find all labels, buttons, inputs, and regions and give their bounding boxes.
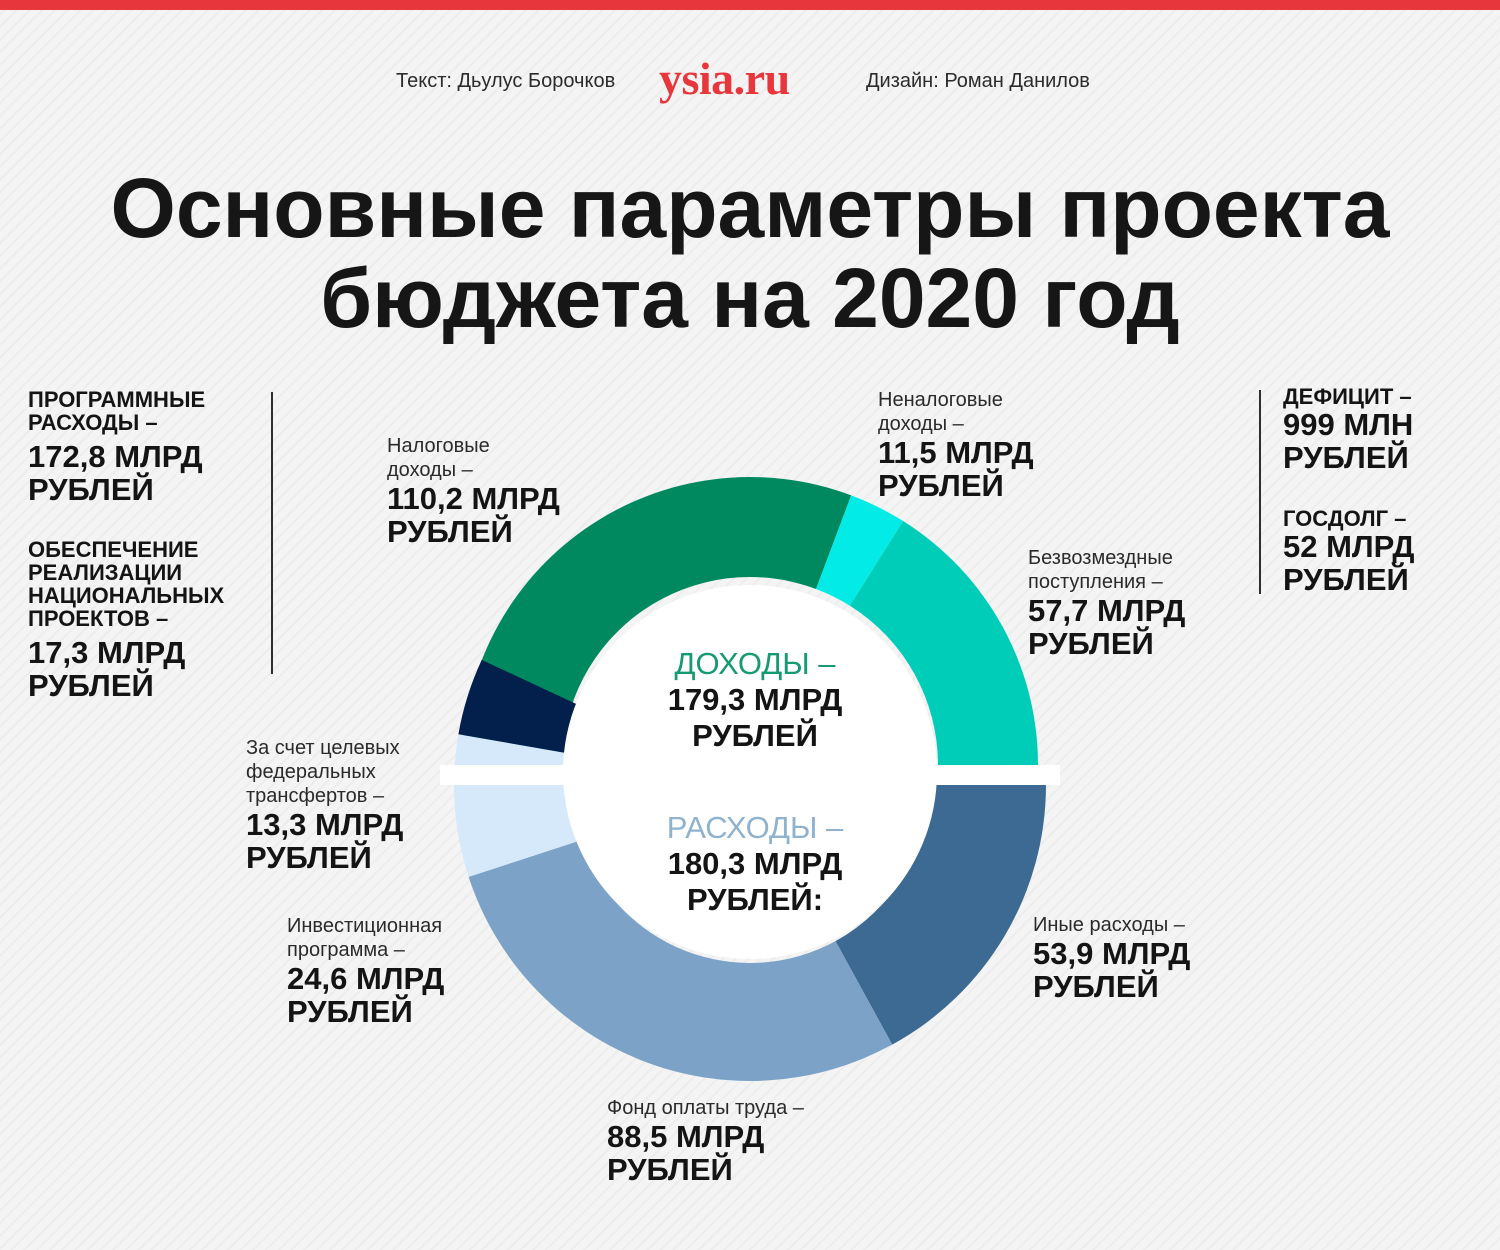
- program-expenses-label-2: расходы –: [28, 410, 158, 435]
- label-grants-value-1: 57,7 млрд: [1028, 593, 1186, 628]
- income-total-value-2: рублей: [692, 718, 818, 753]
- label-federal-transfers-value-2: рублей: [246, 840, 372, 875]
- debt-block: Госдолг – 52 млрд рублей: [1283, 507, 1414, 596]
- national-projects-block: Обеспечение реализации национальных прое…: [28, 538, 224, 702]
- program-expenses-block: Программные расходы – 172,8 млрд рублей: [28, 388, 205, 506]
- label-other-expenses: Иные расходы – 53,9 млрд рублей: [1033, 913, 1190, 1003]
- label-nontax-income-value-2: рублей: [878, 468, 1004, 503]
- chart-center-hole: [563, 585, 937, 959]
- label-grants: Безвозмездные поступления – 57,7 млрд ру…: [1028, 546, 1185, 660]
- text-author-credit: Текст: Дьулус Борочков: [396, 70, 616, 92]
- label-federal-transfers-text-3: трансфертов –: [246, 785, 385, 807]
- income-slice-3: [849, 521, 1038, 765]
- design-author-credit: Дизайн: Роман Данилов: [866, 70, 1090, 92]
- label-nontax-income-text-2: доходы –: [878, 413, 964, 435]
- expense-slice-1: [835, 785, 1046, 1045]
- program-expenses-label-1: Программные: [28, 387, 206, 412]
- label-tax-income: Налоговые доходы – 110,2 млрд рублей: [387, 434, 560, 548]
- national-projects-label-2: реализации: [28, 560, 183, 585]
- right-panel-divider: [1259, 390, 1261, 594]
- income-slice-2: [816, 495, 904, 606]
- label-grants-text-1: Безвозмездные: [1028, 547, 1173, 569]
- page-title-line1: Основные параметры проекта: [110, 161, 1390, 255]
- label-nontax-income: Неналоговые доходы – 11,5 млрд рублей: [878, 388, 1034, 502]
- deficit-value-1: 999 млн: [1283, 407, 1414, 442]
- label-tax-income-text-2: доходы –: [387, 459, 473, 481]
- label-federal-transfers: За счет целевых федеральных трансфертов …: [246, 736, 403, 874]
- label-other-expenses-text-1: Иные расходы –: [1033, 914, 1185, 936]
- label-investment-text-2: программа –: [287, 939, 405, 961]
- label-investment-value-2: рублей: [287, 994, 413, 1029]
- income-total-heading: Доходы –: [674, 646, 836, 681]
- program-expenses-value-1: 172,8 млрд: [28, 439, 203, 474]
- label-tax-income-text-1: Налоговые: [387, 435, 490, 457]
- label-other-expenses-value-1: 53,9 млрд: [1033, 936, 1191, 971]
- program-expenses-value-2: рублей: [28, 472, 154, 507]
- income-total-value-1: 179,3 млрд: [667, 682, 843, 717]
- national-projects-label-4: проектов –: [28, 606, 169, 631]
- deficit-value-2: рублей: [1283, 440, 1409, 475]
- label-other-expenses-value-2: рублей: [1033, 969, 1159, 1004]
- label-payroll-value-2: рублей: [607, 1152, 733, 1187]
- debt-value-2: рублей: [1283, 562, 1409, 597]
- debt-label: Госдолг –: [1283, 506, 1407, 531]
- expense-total: Расходы – 180,3 млрд рублей:: [600, 810, 910, 918]
- expense-slice-2: [468, 840, 893, 1081]
- income-total: Доходы – 179,3 млрд рублей: [600, 646, 910, 754]
- deficit-label: Дефицит –: [1283, 384, 1412, 409]
- expense-total-heading: Расходы –: [666, 810, 844, 845]
- page-title-line2: бюджета на 2020 год: [320, 251, 1180, 345]
- label-nontax-income-text-1: Неналоговые: [878, 389, 1003, 411]
- label-investment-value-1: 24,6 млрд: [287, 961, 445, 996]
- label-tax-income-value-1: 110,2 млрд: [387, 481, 560, 516]
- label-investment: Инвестиционная программа – 24,6 млрд руб…: [287, 914, 444, 1028]
- label-federal-transfers-value-1: 13,3 млрд: [246, 807, 404, 842]
- label-payroll: Фонд оплаты труда – 88,5 млрд рублей: [607, 1096, 804, 1186]
- left-panel-divider: [271, 392, 273, 674]
- deficit-block: Дефицит – 999 млн рублей: [1283, 385, 1413, 474]
- label-grants-value-2: рублей: [1028, 626, 1154, 661]
- income-slice-1: [462, 477, 852, 765]
- national-projects-value-1: 17,3 млрд: [28, 635, 186, 670]
- label-nontax-income-value-1: 11,5 млрд: [878, 435, 1034, 470]
- expense-total-value-1: 180,3 млрд: [667, 846, 843, 881]
- site-logo[interactable]: ysia.ru: [659, 53, 790, 104]
- label-payroll-value-1: 88,5 млрд: [607, 1119, 765, 1154]
- expense-total-value-2: рублей:: [686, 882, 824, 917]
- label-federal-transfers-text-1: За счет целевых: [246, 737, 400, 759]
- label-federal-transfers-text-2: федеральных: [246, 761, 376, 783]
- label-tax-income-value-2: рублей: [387, 514, 513, 549]
- debt-value-1: 52 млрд: [1283, 529, 1415, 564]
- label-payroll-text-1: Фонд оплаты труда –: [607, 1097, 804, 1119]
- top-accent-bar: [0, 0, 1500, 10]
- national-projects-label-1: Обеспечение: [28, 537, 199, 562]
- expense-slice-4: [458, 659, 589, 755]
- national-projects-label-3: национальных: [28, 583, 225, 608]
- label-investment-text-1: Инвестиционная: [287, 915, 443, 937]
- label-grants-text-2: поступления –: [1028, 571, 1163, 593]
- national-projects-value-2: рублей: [28, 668, 154, 703]
